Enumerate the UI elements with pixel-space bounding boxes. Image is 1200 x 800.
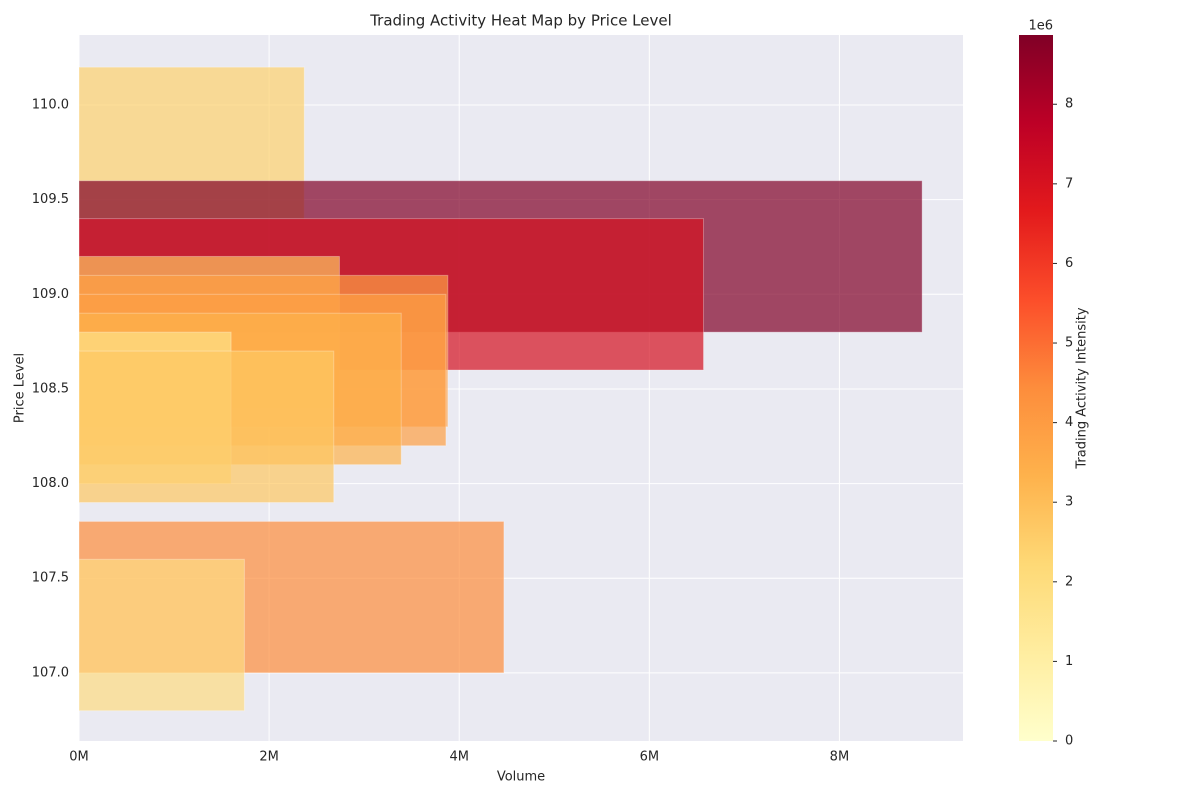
x-tick-label: 8M (830, 750, 850, 765)
colorbar-tick-label: 1 (1065, 654, 1073, 669)
x-axis-label: Volume (497, 770, 545, 785)
bar (78, 558, 245, 712)
x-tick-label: 6M (640, 750, 660, 765)
y-tick-label: 107.0 (32, 665, 69, 680)
colorbar-tick-label: 4 (1065, 415, 1073, 430)
x-tick-label: 0M (69, 750, 89, 765)
colorbar-tick-label: 7 (1065, 176, 1073, 191)
y-tick-label: 109.5 (32, 192, 69, 207)
colorbar-tick-label: 2 (1065, 574, 1073, 589)
y-tick-label: 110.0 (32, 98, 69, 113)
colorbar-tick-label: 5 (1065, 336, 1073, 351)
y-axis-label: Price Level (13, 353, 28, 423)
y-tick-label: 108.5 (32, 381, 69, 396)
x-tick-label: 2M (259, 750, 279, 765)
colorbar-tick-label: 0 (1065, 734, 1073, 749)
colorbar-tick-label: 6 (1065, 256, 1073, 271)
colorbar (1019, 35, 1053, 741)
chart-title: Trading Activity Heat Map by Price Level (369, 12, 672, 30)
y-tick-label: 108.0 (32, 476, 69, 491)
bar (78, 350, 335, 504)
colorbar-tick-label: 3 (1065, 495, 1073, 510)
colorbar-tick-label: 8 (1065, 97, 1073, 112)
colorbar-offset: 1e6 (1028, 19, 1053, 34)
colorbar-label: Trading Activity Intensity (1075, 307, 1090, 469)
y-tick-label: 107.5 (32, 571, 69, 586)
x-tick-label: 4M (449, 750, 469, 765)
y-tick-label: 109.0 (32, 287, 69, 302)
